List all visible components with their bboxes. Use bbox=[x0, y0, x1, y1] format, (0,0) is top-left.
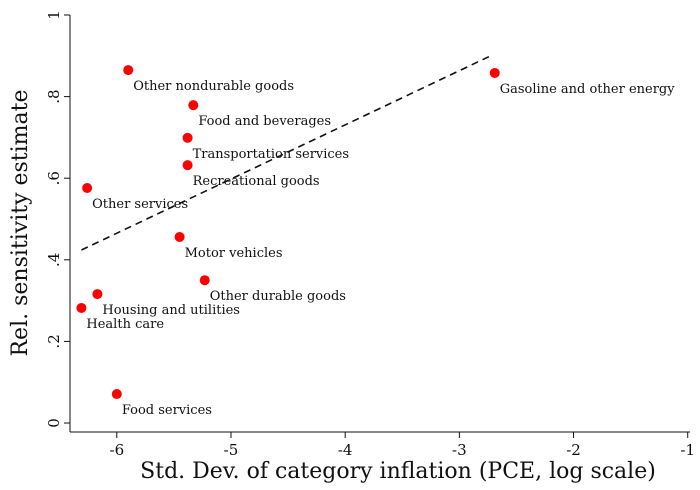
fit-line bbox=[81, 54, 493, 251]
x-tick-label: -6 bbox=[110, 441, 125, 459]
point bbox=[174, 231, 185, 242]
point-label: Food and beverages bbox=[198, 114, 331, 129]
point-label: Gasoline and other energy bbox=[500, 82, 675, 97]
y-tick-label: .2 bbox=[45, 334, 63, 348]
point bbox=[182, 160, 193, 171]
point bbox=[182, 132, 193, 143]
point-label: Health care bbox=[86, 317, 164, 332]
point bbox=[123, 65, 134, 76]
y-tick-label: .8 bbox=[45, 89, 63, 103]
x-tick-label: -4 bbox=[338, 441, 353, 459]
point bbox=[199, 275, 210, 286]
point-label: Food services bbox=[122, 403, 212, 418]
x-tick-label: -2 bbox=[566, 441, 581, 459]
y-tick-label: .6 bbox=[45, 171, 63, 185]
y-tick-label: 1 bbox=[45, 10, 63, 20]
y-axis-title: Rel. sensitivity estimate bbox=[8, 89, 33, 356]
point bbox=[82, 183, 93, 194]
point-label: Recreational goods bbox=[193, 174, 320, 189]
point-label: Motor vehicles bbox=[185, 246, 283, 261]
x-tick-label: -3 bbox=[452, 441, 467, 459]
x-tick-label: -5 bbox=[224, 441, 239, 459]
point bbox=[92, 289, 103, 300]
point bbox=[111, 389, 122, 400]
point-label: Other services bbox=[92, 197, 188, 212]
point bbox=[76, 302, 87, 313]
x-tick-label: -1 bbox=[680, 441, 695, 459]
y-tick-label: 0 bbox=[45, 418, 63, 428]
point bbox=[489, 67, 500, 78]
point-label: Other nondurable goods bbox=[133, 79, 294, 94]
x-axis-title: Std. Dev. of category inflation (PCE, lo… bbox=[140, 459, 656, 484]
point-label: Other durable goods bbox=[210, 289, 346, 304]
point-label: Housing and utilities bbox=[102, 303, 240, 318]
point-label: Transportation services bbox=[193, 147, 349, 162]
y-tick-label: .4 bbox=[45, 253, 63, 267]
point bbox=[188, 100, 199, 111]
